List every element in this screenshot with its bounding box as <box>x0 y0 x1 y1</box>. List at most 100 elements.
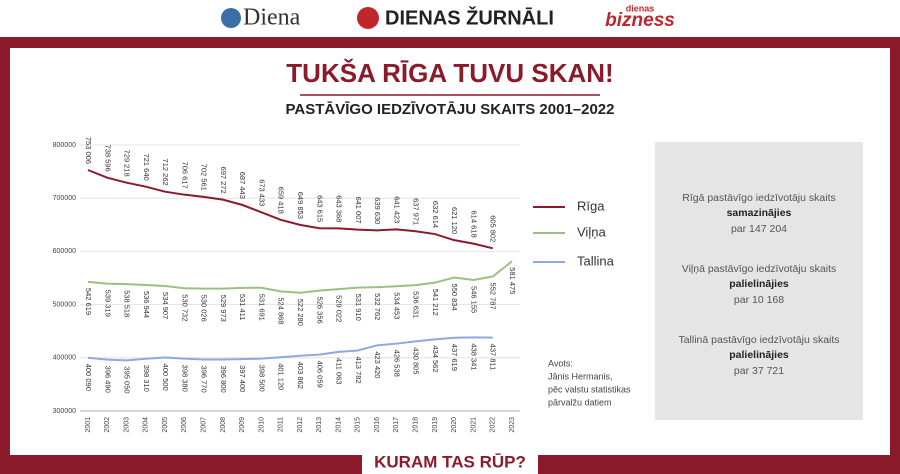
data-label: 530 026 <box>200 295 209 322</box>
data-label: 546 155 <box>469 286 478 313</box>
data-label: 753 006 <box>84 137 93 164</box>
series-line <box>87 336 493 362</box>
data-label: 632 614 <box>431 201 440 228</box>
footer-box <box>362 450 538 474</box>
data-label: 400 500 <box>161 364 170 391</box>
x-tick-label: 2022 <box>490 417 497 433</box>
data-label: 526 356 <box>315 297 324 324</box>
y-tick-label: 300000 <box>53 408 76 415</box>
x-tick-label: 2011 <box>278 417 285 432</box>
data-label: 641 007 <box>354 196 363 223</box>
info-box <box>655 142 863 420</box>
data-label: 639 630 <box>373 197 382 224</box>
x-tick-label: 2010 <box>258 417 265 433</box>
data-label: 401 120 <box>277 363 286 390</box>
data-label: 550 834 <box>450 284 459 311</box>
data-label: 541 212 <box>431 289 440 316</box>
info-amount: par 10 168 <box>734 294 784 306</box>
data-label: 614 618 <box>469 210 478 237</box>
brand: bizness <box>605 10 675 31</box>
data-label: 534 907 <box>161 292 170 319</box>
x-tick-label: 2013 <box>316 417 323 433</box>
data-label: 529 022 <box>335 295 344 322</box>
data-label: 637 971 <box>412 198 421 225</box>
info-change: palielinājies <box>729 278 789 290</box>
logo-globe <box>221 8 241 28</box>
x-tick-label: 2014 <box>335 417 342 433</box>
data-label: 649 853 <box>296 192 305 219</box>
chart-title: TUKŠA RĪGA TUVU SKAN! <box>286 58 613 88</box>
data-label: 729 218 <box>123 150 132 177</box>
data-label: 539 319 <box>103 290 112 317</box>
data-label: 531 411 <box>238 294 247 321</box>
data-label: 524 868 <box>277 297 286 324</box>
legend-label: Rīga <box>577 198 605 213</box>
info-amount: par 147 204 <box>731 223 787 235</box>
data-label: 411 063 <box>335 358 344 385</box>
source: Avots: <box>548 358 573 368</box>
data-label: 673 433 <box>257 179 266 206</box>
data-label: 552 787 <box>489 283 498 310</box>
x-tick-label: 2017 <box>393 417 400 433</box>
data-label: 702 561 <box>200 164 209 191</box>
source: Jānis Hermanis, <box>548 371 613 381</box>
x-tick-label: 2001 <box>85 417 92 433</box>
data-label: 398 500 <box>257 365 266 392</box>
data-label: 398 380 <box>180 365 189 392</box>
x-tick-label: 2005 <box>162 417 169 433</box>
data-label: 406 059 <box>315 361 324 388</box>
y-tick-label: 700000 <box>53 195 76 202</box>
data-label: 738 596 <box>103 145 112 172</box>
brand: DIENAS ŽURNĀLI <box>385 5 554 29</box>
data-label: 430 805 <box>412 347 421 374</box>
series-line <box>87 260 513 294</box>
data-label: 531 910 <box>354 294 363 321</box>
data-label: 434 562 <box>431 345 440 372</box>
data-label: 534 453 <box>392 292 401 319</box>
data-label: 395 050 <box>123 366 132 393</box>
data-label: 643 368 <box>335 195 344 222</box>
source: pēc valstu statistikas <box>548 384 631 394</box>
x-tick-label: 2015 <box>355 417 362 433</box>
x-tick-label: 2009 <box>239 417 246 433</box>
legend-label: Viļņa <box>577 224 606 239</box>
info-change: samazinājies <box>727 207 792 219</box>
data-label: 643 615 <box>315 195 324 222</box>
footer: KURAM TAS RŪP? <box>374 452 526 471</box>
info-text: Rīgā pastāvīgo iedzīvotāju skaits <box>682 192 836 204</box>
logo-icon <box>357 7 379 29</box>
data-label: 621 120 <box>450 207 459 234</box>
chart-subtitle: PASTĀVĪGO IEDZĪVOTĀJU SKAITS 2001–2022 <box>286 101 615 118</box>
info-text: Tallinā pastāvīgo iedzīvotāju skaits <box>678 334 839 346</box>
data-label: 605 802 <box>489 215 498 242</box>
data-label: 396 770 <box>200 366 209 393</box>
x-tick-label: 2023 <box>509 417 516 433</box>
x-tick-label: 2002 <box>104 417 111 433</box>
data-label: 530 732 <box>180 294 189 321</box>
data-label: 529 973 <box>219 295 228 322</box>
data-label: 531 691 <box>257 294 266 321</box>
data-label: 641 423 <box>392 196 401 223</box>
y-tick-label: 400000 <box>53 355 76 362</box>
x-tick-label: 2008 <box>220 417 227 433</box>
y-tick-label: 800000 <box>53 142 76 149</box>
x-tick-label: 2012 <box>297 417 304 433</box>
data-label: 400 090 <box>84 364 93 391</box>
data-label: 437 619 <box>450 344 459 371</box>
x-tick-label: 2007 <box>200 417 207 433</box>
data-label: 687 443 <box>238 172 247 199</box>
source: pārvalžu datiem <box>548 397 612 407</box>
data-label: 396 800 <box>219 366 228 393</box>
data-label: 396 490 <box>103 366 112 393</box>
data-label: 423 420 <box>373 351 382 378</box>
data-label: 532 762 <box>373 293 382 320</box>
data-label: 413 782 <box>354 356 363 383</box>
data-label: 659 418 <box>277 187 286 214</box>
y-tick-label: 600000 <box>53 248 76 255</box>
info-text: Viļņā pastāvīgo iedzīvotāju skaits <box>682 263 836 275</box>
x-tick-label: 2019 <box>432 417 439 433</box>
data-label: 712 262 <box>161 159 170 186</box>
data-label: 542 619 <box>84 288 93 315</box>
data-label: 397 400 <box>238 365 247 392</box>
